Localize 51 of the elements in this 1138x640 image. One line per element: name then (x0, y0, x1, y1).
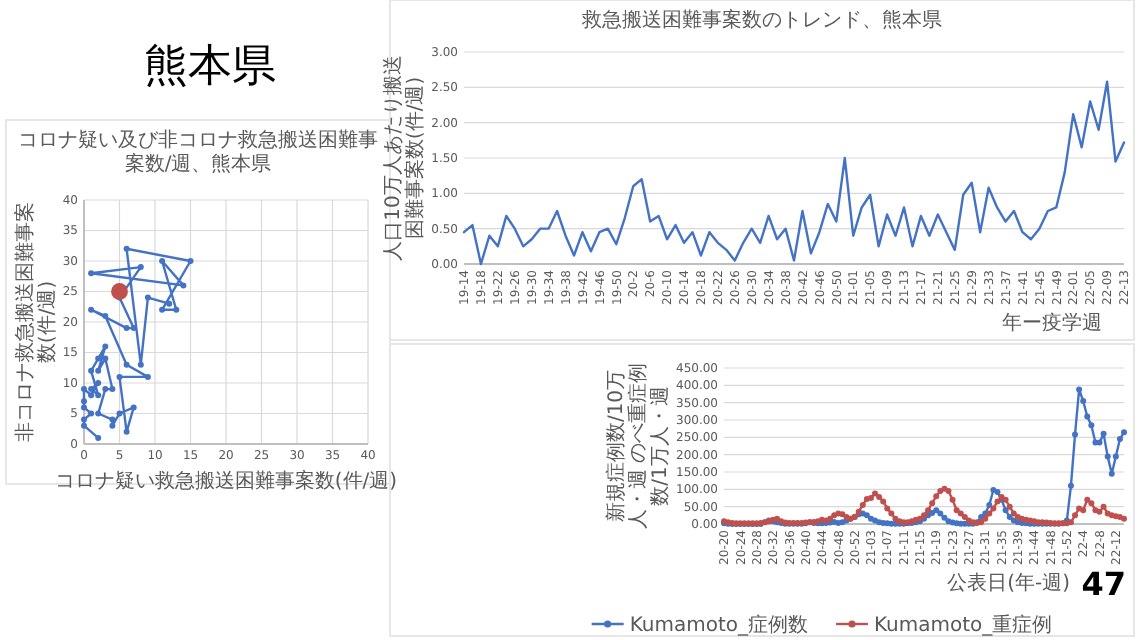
point (88, 306, 95, 313)
point (109, 386, 116, 393)
point (102, 355, 109, 362)
legend-label: Kumamoto_重症例 (874, 613, 1053, 637)
y-axis-title: 非コロナ救急搬送困難事案数(件/週) (12, 202, 59, 442)
point (116, 410, 123, 417)
point (88, 367, 95, 374)
point (81, 404, 87, 411)
line-series (81, 245, 194, 441)
line-series (462, 80, 1126, 266)
point (102, 343, 109, 350)
point (81, 416, 87, 423)
x-axis-title: コロナ疑い救急搬送困難事案数(件/週) (54, 468, 398, 493)
y-axis-title: 新規症例数/10万人・週 のべ重症例数/1万人・週 (604, 362, 672, 530)
point (95, 355, 102, 362)
point (159, 258, 166, 264)
point (123, 428, 130, 435)
point (88, 392, 95, 399)
point (137, 264, 144, 271)
chart-title: 救急搬送困難事案数のトレンド、熊本県 (580, 8, 942, 32)
point (95, 410, 102, 417)
point (109, 416, 116, 423)
point (123, 245, 130, 252)
chart-title: コロナ疑い及び非コロナ救急搬送困難事案数/週、熊本県 (18, 128, 378, 176)
legend-label: Kumamoto_症例数 (629, 613, 808, 637)
point (137, 361, 144, 368)
point (180, 282, 187, 289)
point (173, 306, 180, 313)
point (123, 361, 130, 368)
point (159, 306, 166, 313)
point (88, 410, 95, 417)
y-axis-title: 人口10万人あたり搬送困難事案数(件/週) (381, 55, 428, 261)
point (102, 386, 109, 393)
point (130, 404, 137, 411)
point (95, 380, 102, 386)
point (95, 392, 102, 399)
x-axis-title: 公表日(年-週) (947, 570, 1071, 595)
point (95, 367, 102, 374)
point (95, 434, 102, 441)
point (166, 300, 173, 307)
point (144, 294, 151, 301)
x-axis-title: 年ー疫学週 (1002, 310, 1102, 335)
point (116, 373, 123, 380)
point (187, 258, 194, 264)
point (102, 312, 109, 319)
point (109, 422, 116, 429)
point (111, 283, 128, 300)
point (123, 325, 130, 332)
point (88, 270, 95, 277)
text: 47 (1081, 564, 1126, 603)
text: 熊本県 (144, 42, 276, 92)
